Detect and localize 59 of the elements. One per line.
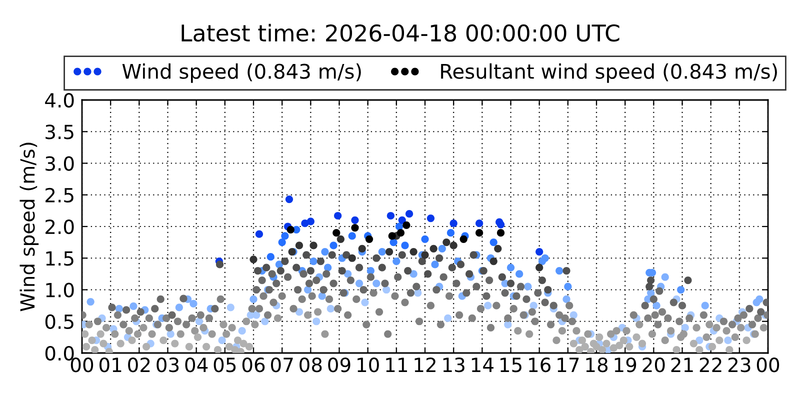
y-tick-label: 2.5 — [46, 188, 74, 203]
point — [450, 220, 458, 228]
point — [496, 220, 505, 228]
legend-label: Wind speed (0.843 m/s) — [122, 63, 361, 83]
y-tick-label: 2.0 — [46, 219, 74, 234]
x-tick-label: 04 — [185, 358, 208, 372]
point — [285, 196, 294, 204]
y-tick-label: 1.0 — [46, 282, 74, 298]
x-tick-label: 19 — [614, 358, 636, 372]
point — [332, 229, 340, 237]
point — [476, 229, 484, 237]
point — [426, 214, 435, 222]
y-tick-label: 1.5 — [46, 251, 74, 266]
x-tick-label: 21 — [671, 358, 693, 372]
y-tick-label: 3.0 — [46, 156, 74, 171]
x-tick-label: 02 — [128, 358, 150, 372]
x-tick-label: 23 — [728, 358, 750, 372]
y-tick-label: 0.5 — [45, 314, 74, 330]
x-tick-label: 22 — [700, 358, 722, 372]
x-tick-label: 18 — [586, 358, 608, 372]
x-tick-label: 05 — [214, 358, 236, 372]
point — [365, 235, 374, 243]
y-axis-title: Wind speed (m/s) — [20, 142, 39, 312]
x-tick-label: 14 — [472, 358, 494, 372]
point — [405, 210, 414, 218]
x-tick-label: 09 — [328, 358, 350, 372]
x-tick-label: 07 — [270, 358, 293, 372]
point — [460, 235, 468, 243]
x-tick-label: 11 — [386, 358, 407, 372]
x-tick-label: 12 — [414, 358, 436, 372]
x-tick-label: 20 — [642, 358, 665, 372]
legend-label: Resultant wind speed (0.843 m/s) — [441, 63, 777, 83]
point — [496, 229, 505, 237]
x-tick-label: 15 — [500, 358, 522, 372]
x-tick-label: 06 — [242, 358, 265, 372]
point — [476, 220, 484, 228]
chart-title: Latest time: 2026-04-18 00:00:00 UTC — [182, 24, 620, 42]
y-tick-label: 3.5 — [46, 124, 74, 140]
x-tick-label: 01 — [99, 358, 122, 372]
point — [536, 248, 544, 256]
x-tick-label: 08 — [300, 358, 322, 372]
point — [306, 218, 314, 226]
point — [386, 212, 395, 220]
x-tick-label: 10 — [358, 358, 379, 372]
x-tick-label: 17 — [558, 358, 579, 372]
point — [396, 229, 405, 237]
point — [388, 232, 396, 240]
point — [351, 216, 359, 224]
x-tick-label: 03 — [156, 358, 179, 372]
point — [351, 224, 359, 232]
x-tick-label: 00 — [756, 358, 780, 372]
point — [255, 230, 264, 238]
point — [286, 226, 294, 234]
x-tick-label: 16 — [529, 358, 550, 372]
point — [334, 212, 342, 220]
x-tick-label: 13 — [443, 358, 464, 372]
y-tick-label: 4.0 — [45, 92, 74, 108]
point — [398, 216, 406, 224]
point — [402, 221, 410, 230]
